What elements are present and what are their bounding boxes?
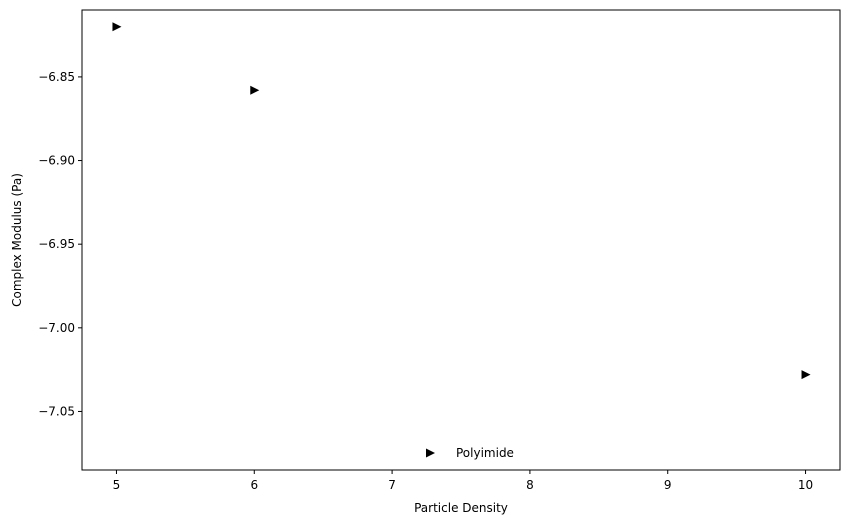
data-points	[112, 22, 811, 380]
x-axis-label: Particle Density	[414, 501, 508, 515]
legend-marker-icon	[426, 448, 435, 458]
y-axis-ticks: −6.85 −6.90 −6.95 −7.00 −7.05	[38, 70, 82, 418]
legend-label: Polyimide	[456, 446, 514, 460]
x-axis-ticks: 5 6 7 8 9 10	[113, 470, 813, 492]
x-tick-label: 5	[113, 478, 121, 492]
x-tick-label: 6	[250, 478, 258, 492]
legend: Polyimide	[426, 446, 514, 460]
y-axis-label: Complex Modulus (Pa)	[10, 173, 24, 307]
plot-area	[82, 10, 840, 470]
y-tick-label: −7.05	[38, 404, 75, 418]
x-tick-label: 10	[798, 478, 813, 492]
y-tick-label: −6.95	[38, 237, 75, 251]
x-tick-label: 7	[388, 478, 396, 492]
data-point	[112, 22, 122, 32]
data-point	[250, 85, 260, 95]
y-tick-label: −6.90	[38, 154, 75, 168]
y-tick-label: −7.00	[38, 321, 75, 335]
plot-frame	[81, 9, 841, 471]
x-tick-label: 8	[526, 478, 534, 492]
data-point	[801, 370, 811, 380]
y-tick-label: −6.85	[38, 70, 75, 84]
x-tick-label: 9	[664, 478, 672, 492]
